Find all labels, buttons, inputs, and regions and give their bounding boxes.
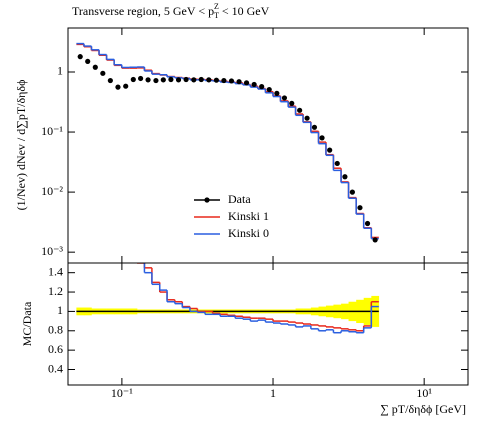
data-point <box>213 77 219 83</box>
data-point <box>349 189 355 195</box>
y-tick-label: 1.4 <box>48 264 63 278</box>
data-point <box>77 54 83 60</box>
data-point <box>243 80 250 86</box>
data-point <box>334 160 340 167</box>
data-point <box>183 76 189 83</box>
data-point <box>304 115 310 121</box>
x-tick-label: 10⁻¹ <box>111 386 133 400</box>
y-tick-label: 10⁻³ <box>41 244 63 258</box>
data-point <box>92 64 98 70</box>
y-tick-label: 1 <box>57 303 63 317</box>
legend-label: Data <box>228 192 251 206</box>
data-point <box>115 84 121 90</box>
title-part: T <box>214 11 219 20</box>
data-point <box>175 77 182 83</box>
y-axis-label: (1/Nev) dNev / d∑pT/δηδϕ <box>14 80 28 211</box>
data-point <box>206 77 212 83</box>
chart-title: Transverse region, 5 GeV < pTZ < 10 GeV <box>72 2 270 20</box>
legend-label: Kinski 0 <box>228 226 269 240</box>
ratio-y-axis-label: MC/Data <box>20 301 34 346</box>
data-point <box>123 83 129 89</box>
data-point <box>191 77 197 83</box>
histogram-step-riser <box>83 43 373 239</box>
data-point <box>274 90 280 97</box>
plot-frame <box>67 262 469 386</box>
data-point <box>168 76 174 83</box>
title-part: < 10 GeV <box>219 4 270 18</box>
data-point <box>297 107 303 113</box>
data-point <box>251 81 257 88</box>
y-tick-label: 1 <box>57 64 63 78</box>
y-tick-label: 10⁻² <box>41 184 63 198</box>
legend-swatch <box>204 197 210 203</box>
x-tick-label: 10¹ <box>416 386 432 400</box>
data-point <box>281 95 288 101</box>
y-tick-label: 1.2 <box>48 284 63 298</box>
y-tick-label: 0.8 <box>48 323 63 337</box>
data-point <box>364 220 371 227</box>
data-point <box>357 205 363 211</box>
data-point <box>327 147 333 153</box>
data-point <box>107 77 113 84</box>
data-point <box>228 78 235 84</box>
data-point <box>145 77 151 83</box>
data-point <box>236 79 242 85</box>
y-tick-label: 0.4 <box>48 361 63 375</box>
data-point <box>100 70 106 76</box>
title-part: Transverse region, 5 GeV < p <box>72 4 214 18</box>
data-point <box>319 135 325 141</box>
y-tick-label: 0.6 <box>48 342 63 356</box>
data-point <box>221 77 227 84</box>
data-point <box>160 77 166 83</box>
data-point <box>259 84 265 90</box>
data-point <box>198 76 204 83</box>
data-point <box>153 77 159 84</box>
data-point <box>372 237 378 243</box>
x-tick-label: 1 <box>270 386 276 400</box>
data-point <box>85 58 91 65</box>
data-point <box>311 124 318 130</box>
data-point <box>138 75 144 82</box>
data-point <box>266 86 272 93</box>
title-part: Z <box>214 2 219 11</box>
plot-area <box>76 263 380 334</box>
data-point <box>289 100 295 106</box>
x-axis-label: ∑ pT/δηδϕ [GeV] <box>380 402 466 416</box>
data-point <box>342 174 348 180</box>
data-point <box>130 76 136 83</box>
legend-label: Kinski 1 <box>228 209 269 223</box>
plot-area <box>76 42 379 243</box>
y-tick-label: 10⁻¹ <box>41 124 63 138</box>
